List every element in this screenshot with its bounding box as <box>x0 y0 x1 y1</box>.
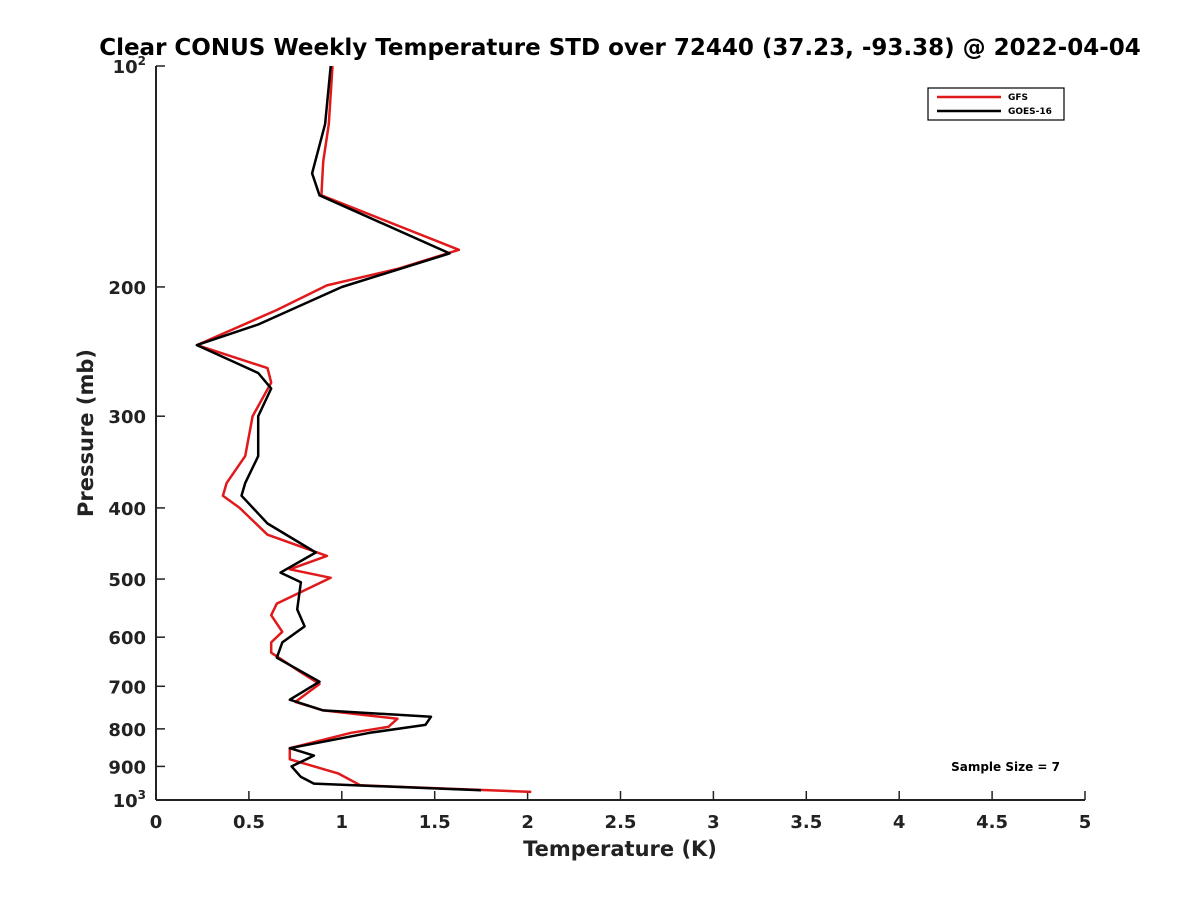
legend-label-goes16: GOES-16 <box>1008 107 1052 117</box>
series-line-goes16 <box>195 65 482 792</box>
y-tick-label: 103 <box>113 788 146 812</box>
x-tick-label: 2 <box>521 812 534 833</box>
x-tick-label: 0.5 <box>233 812 265 833</box>
plot-area: 0 0.5 1 1.5 2 2.5 3 3.5 4 4.5 5 102200300400500600… <box>108 54 1091 833</box>
x-tick-label: 4.5 <box>976 812 1008 833</box>
y-tick-label: 200 <box>108 278 146 299</box>
x-axis-label: Temperature (K) <box>523 837 717 861</box>
x-ticks: 0 0.5 1 1.5 2 2.5 3 3.5 4 4.5 5 <box>150 791 1092 833</box>
legend-label-gfs: GFS <box>1008 93 1028 103</box>
y-tick-label: 500 <box>108 570 146 591</box>
legend: GFS GOES-16 <box>927 87 1065 121</box>
x-tick-label: 0 <box>150 812 163 833</box>
y-tick-label: 900 <box>108 757 146 778</box>
y-tick-label: 800 <box>108 720 146 741</box>
y-tick-label: 700 <box>108 677 146 698</box>
legend-box <box>927 87 1065 121</box>
y-tick-exponent: 3 <box>138 788 146 802</box>
sample-size-annotation: Sample Size = 7 <box>951 760 1060 774</box>
series-line-gfs <box>195 65 532 794</box>
y-tick-label: 600 <box>108 628 146 649</box>
y-tick-base: 10 <box>113 791 138 812</box>
y-tick-exponent: 2 <box>138 54 146 68</box>
series-lines <box>195 65 532 794</box>
y-tick-label: 102 <box>113 54 146 78</box>
y-axis-label: Pressure (mb) <box>74 349 98 517</box>
x-tick-label: 1 <box>336 812 349 833</box>
x-tick-label: 2.5 <box>605 812 637 833</box>
x-tick-label: 1.5 <box>419 812 451 833</box>
x-tick-label: 4 <box>893 812 906 833</box>
chart-title: Clear CONUS Weekly Temperature STD over … <box>99 35 1141 61</box>
y-tick-label: 400 <box>108 499 146 520</box>
x-tick-label: 3 <box>707 812 720 833</box>
x-tick-label: 5 <box>1079 812 1092 833</box>
x-tick-label: 3.5 <box>790 812 822 833</box>
y-tick-base: 10 <box>113 57 138 78</box>
y-tick-label: 300 <box>108 407 146 428</box>
